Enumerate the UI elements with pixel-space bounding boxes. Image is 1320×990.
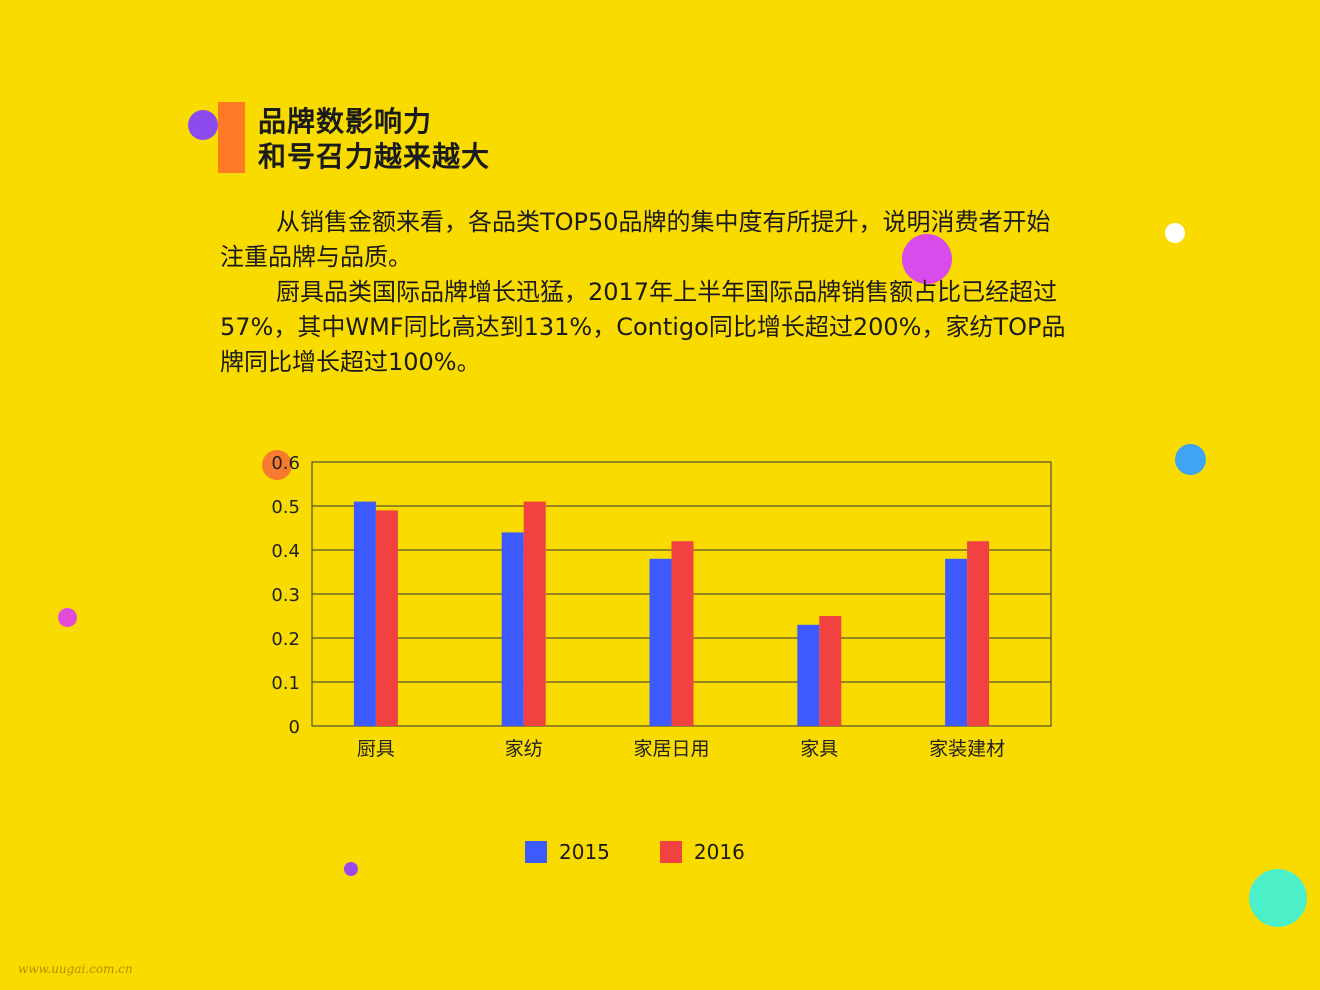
bar-2015 — [945, 558, 968, 726]
decor-dot-white — [1165, 223, 1185, 243]
title-accent-bar — [218, 102, 245, 173]
decor-dot-orange — [262, 450, 292, 480]
watermark: www.uugai.com.cn — [18, 962, 133, 976]
bar-2015 — [501, 532, 524, 726]
y-tick-label: 0.6 — [271, 453, 300, 474]
x-tick-label: 家居日用 — [633, 738, 709, 760]
body-text: 从销售金额来看，各品类TOP50品牌的集中度有所提升，说明消费者开始注重品牌与品… — [220, 205, 1070, 380]
legend-swatch-2016 — [659, 841, 682, 863]
body-paragraph-1: 从销售金额来看，各品类TOP50品牌的集中度有所提升，说明消费者开始注重品牌与品… — [220, 208, 1051, 271]
x-tick-label: 厨具 — [357, 738, 395, 760]
title-line-1: 品牌数影响力 — [258, 105, 433, 138]
bar-2016 — [819, 616, 842, 726]
bar-2016 — [375, 510, 398, 726]
legend-item-2016: 2016 — [659, 840, 745, 864]
bar-2016 — [523, 501, 546, 726]
decor-dot-violet-small — [344, 862, 358, 876]
page-title: 品牌数影响力 和号召力越来越大 — [258, 104, 490, 174]
x-tick-label: 家具 — [800, 738, 838, 760]
bar-chart: 0 0.1 0.2 0.3 0.4 0.5 0.6 厨具 家纺 家居日用 家具 家装建材 — [271, 453, 1052, 760]
decor-dot-purple — [188, 110, 218, 140]
legend-label-2015: 2015 — [559, 840, 610, 864]
y-tick-label: 0.1 — [271, 673, 300, 694]
y-tick-label: 0.2 — [271, 629, 300, 650]
bar-2016 — [967, 541, 990, 726]
chart-legend: 2015 2016 — [525, 840, 795, 864]
title-line-2: 和号召力越来越大 — [258, 140, 491, 173]
y-tick-label: 0.5 — [271, 497, 300, 518]
y-tick-label: 0.3 — [271, 585, 300, 606]
bar-2015 — [797, 624, 820, 726]
y-tick-label: 0 — [289, 717, 300, 738]
decor-dot-blue — [1175, 444, 1206, 475]
bar-2016 — [671, 541, 694, 726]
legend-label-2016: 2016 — [693, 840, 745, 864]
decor-dot-pink-small — [58, 608, 77, 627]
body-paragraph-2: 厨具品类国际品牌增长迅猛，2017年上半年国际品牌销售额占比已经超过57%，其中… — [220, 278, 1066, 376]
x-tick-label: 家纺 — [505, 738, 543, 760]
bar-2015 — [649, 558, 672, 726]
x-tick-label: 家装建材 — [929, 738, 1005, 760]
legend-swatch-2015 — [525, 841, 547, 863]
legend-item-2015: 2015 — [525, 840, 610, 864]
decor-dot-magenta-large — [902, 234, 952, 284]
decor-dot-teal — [1249, 869, 1307, 927]
y-tick-label: 0.4 — [271, 541, 300, 562]
bar-2015 — [353, 501, 376, 726]
